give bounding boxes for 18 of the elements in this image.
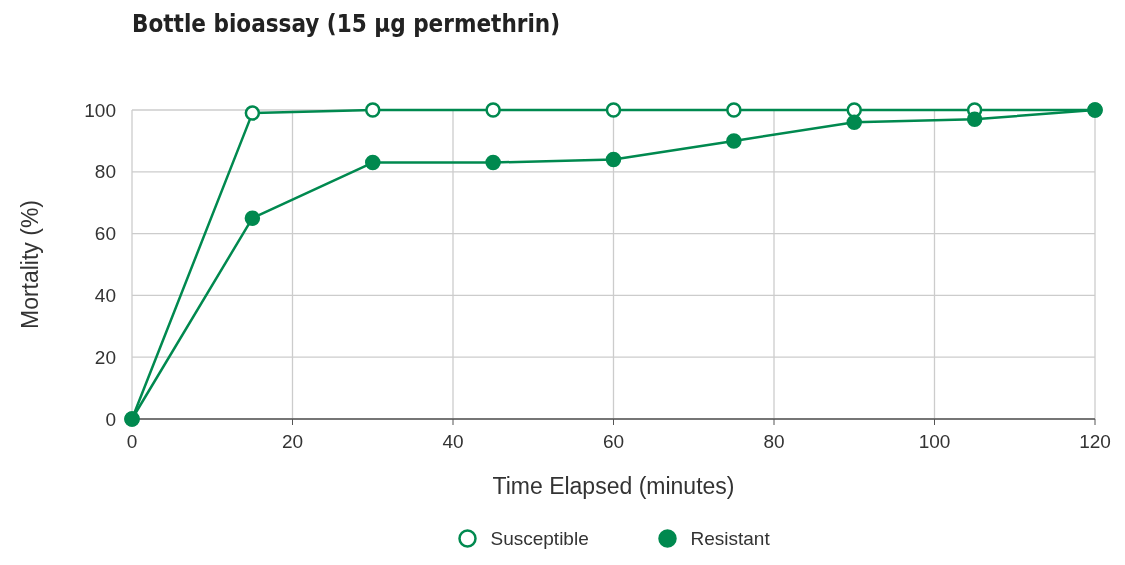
x-tick-label: 120: [1079, 431, 1111, 452]
y-tick-label: 20: [94, 346, 116, 368]
x-tick-label: 60: [602, 431, 625, 452]
chart-title: Bottle bioassay (15 µg permethrin): [132, 10, 561, 38]
legend-label: Resistant: [690, 528, 771, 549]
y-tick-label: 40: [94, 285, 116, 307]
y-tick-label: 80: [94, 161, 116, 183]
x-tick-label: 0: [126, 431, 138, 452]
x-tick-label: 80: [763, 431, 785, 452]
x-tick-label: 40: [442, 431, 464, 452]
y-tick-label: 0: [105, 408, 116, 430]
x-axis-title: Time Elapsed (minutes): [492, 473, 735, 499]
y-axis-title: Mortality (%): [17, 199, 43, 330]
x-tick-label: 20: [281, 431, 304, 452]
legend-label: Susceptible: [490, 528, 589, 549]
y-tick-label: 60: [94, 223, 116, 245]
x-tick-label: 100: [918, 431, 951, 452]
y-tick-label: 100: [84, 99, 116, 121]
